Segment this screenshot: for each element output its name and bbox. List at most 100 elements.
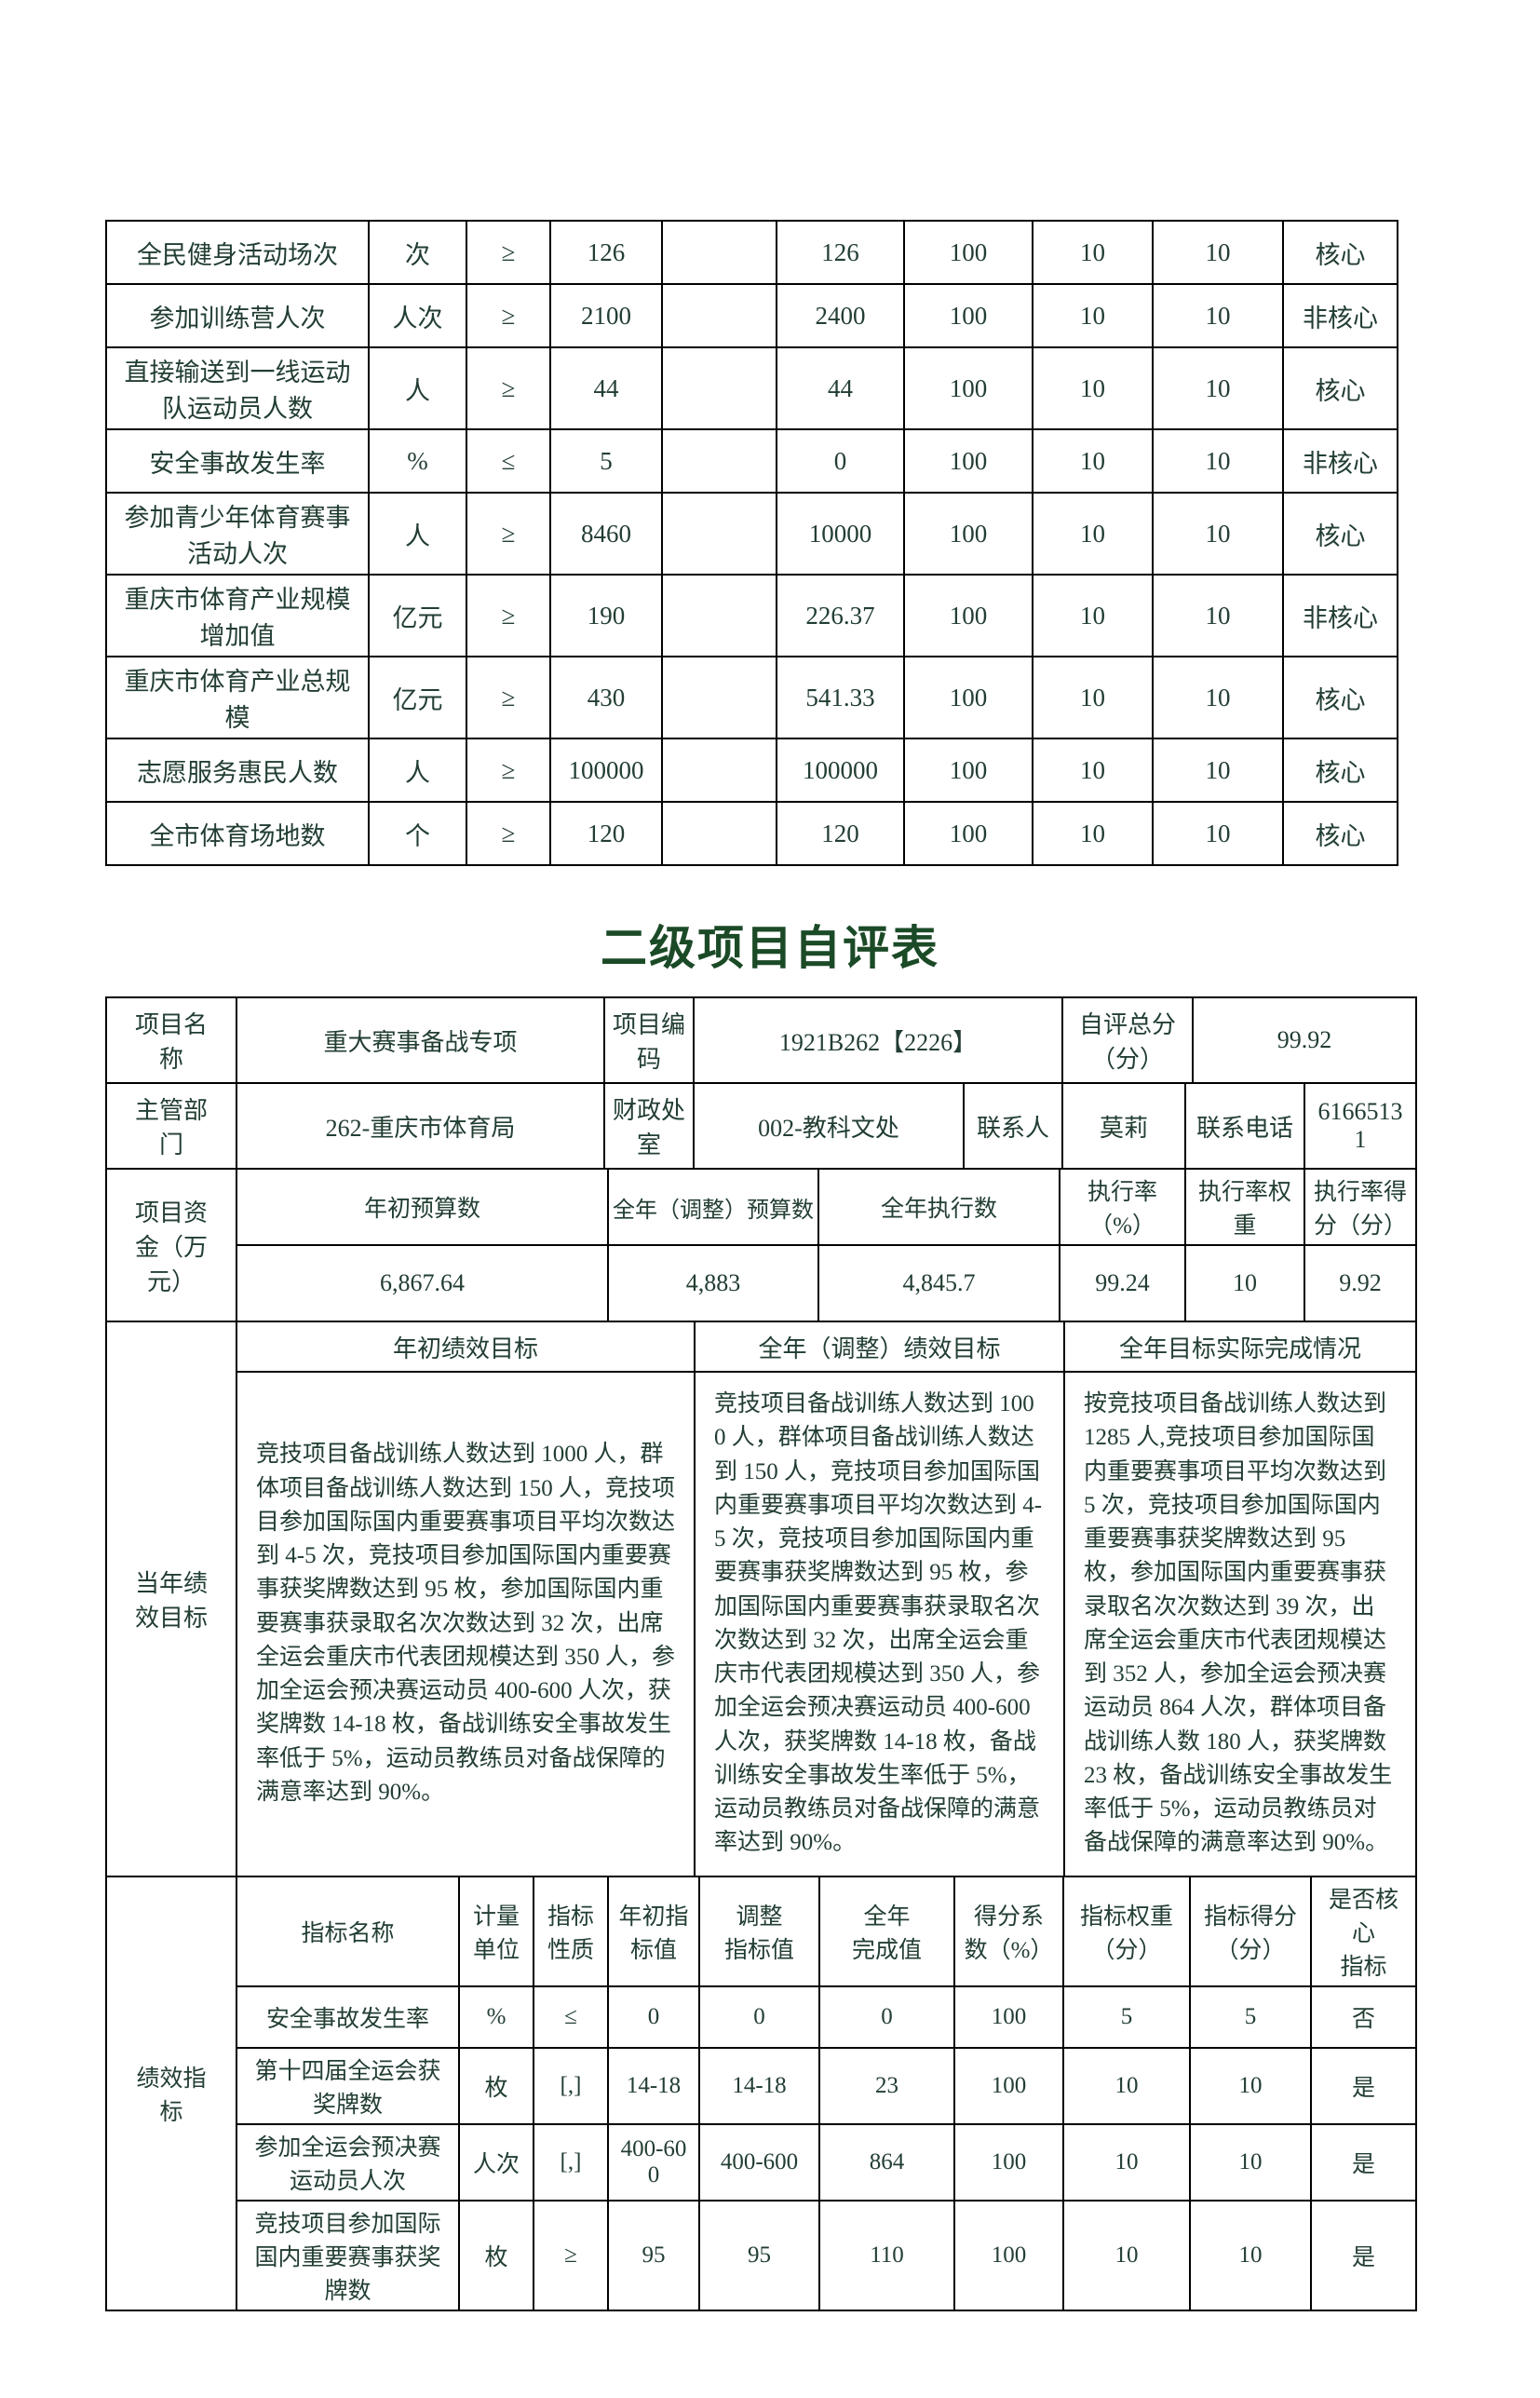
table-row: 重庆市体育产业总规模 亿元 ≥430 541.33 100 10 10 核心 xyxy=(105,656,1398,739)
top-cell-weight: 10 xyxy=(1032,574,1154,657)
top-cell-core: 核心 xyxy=(1282,801,1398,866)
phone-value: 61665131 xyxy=(1304,1082,1417,1170)
project-name-row: 项目名 称 重大赛事备战专项 项目编 码 1921B262【2226】 自评总分… xyxy=(105,996,1417,1084)
indicator-unit: % xyxy=(458,1985,534,2049)
indicator-score: 5 xyxy=(1189,1985,1312,2049)
department-info-table: 主管部 门 262-重庆市体育局 财政处 室 002-教科文处 联系人 莫莉 联… xyxy=(105,1082,1417,1170)
top-cell-score: 10 xyxy=(1152,574,1284,657)
top-cell-weight: 10 xyxy=(1032,428,1154,494)
top-cell-coefficient: 100 xyxy=(903,220,1033,285)
funds-initial-budget: 6,867.64 xyxy=(236,1244,609,1322)
table-row: 参加训练营人次 人次 ≥2100 2400 100 10 10 非核心 xyxy=(105,283,1398,348)
top-cell-score: 10 xyxy=(1152,220,1284,285)
top-cell-core: 核心 xyxy=(1282,738,1398,803)
top-cell-core: 核心 xyxy=(1282,220,1398,285)
contact-value: 莫莉 xyxy=(1061,1082,1186,1170)
top-cell-nature: ≥ xyxy=(466,346,551,430)
top-cell-core: 非核心 xyxy=(1282,574,1398,657)
project-name-value: 重大赛事备战专项 xyxy=(236,996,605,1084)
indicator-name: 参加全运会预决赛运动员人次 xyxy=(236,2122,460,2202)
top-cell-unit: 亿元 xyxy=(368,574,467,657)
table-row: 参加青少年体育赛事活动人次人 ≥8460 10000 100 10 10 核心 xyxy=(105,492,1398,576)
indicator-unit: 枚 xyxy=(458,2199,534,2311)
top-cell-adjusted xyxy=(661,801,777,866)
indicator-row: 第十四届全运会获奖牌数枚 [,] 14-18 14-18 23 100 10 10 是 xyxy=(106,2046,1417,2125)
self-evaluation-table: 项目名 称 重大赛事备战专项 项目编 码 1921B262【2226】 自评总分… xyxy=(105,996,1417,2311)
funds-value-row: 6,867.64 4,883 4,845.7 99.24 10 9.92 xyxy=(106,1244,1417,1322)
goals-table: 当年绩 效目标 年初绩效目标 全年（调整）绩效目标 全年目标实际完成情况 竞技项… xyxy=(105,1321,1417,1877)
top-cell-initial: 2100 xyxy=(549,283,663,348)
indicator-row: 竞技项目参加国际国内重要赛事获奖牌数枚 ≥95 95 110 100 10 10 是 xyxy=(106,2199,1417,2311)
department-row: 主管部 门 262-重庆市体育局 财政处 室 002-教科文处 联系人 莫莉 联… xyxy=(105,1082,1417,1170)
indicator-weight: 10 xyxy=(1062,2046,1191,2125)
table-row: 志愿服务惠民人数人 ≥100000 100000 100 10 10 核心 xyxy=(105,738,1398,803)
top-cell-core: 非核心 xyxy=(1282,283,1398,348)
indicator-row: 安全事故发生率% ≤0 0 0 100 5 5 否 xyxy=(106,1985,1417,2049)
self-score-value: 99.92 xyxy=(1192,996,1417,1084)
indicator-completed: 864 xyxy=(818,2122,955,2202)
indicator-name: 竞技项目参加国际国内重要赛事获奖牌数 xyxy=(236,2199,460,2311)
table-row: 全民健身活动场次次 ≥126 126 100 10 10 核心 xyxy=(105,220,1398,285)
top-cell-adjusted xyxy=(661,220,777,285)
indicator-core: 是 xyxy=(1310,2122,1417,2202)
finance-office-label: 财政处 室 xyxy=(603,1082,695,1170)
indicators-header-row: 绩效指 标 指标名称 计量 单位 指标 性质 年初指 标值 调整 指标值 全年 … xyxy=(105,1875,1417,2311)
indicator-weight: 5 xyxy=(1062,1985,1191,2049)
indicators-table: 绩效指 标 指标名称 计量 单位 指标 性质 年初指 标值 调整 指标值 全年 … xyxy=(105,1875,1417,2311)
top-cell-initial: 8460 xyxy=(549,492,663,576)
indicator-initial: 14-18 xyxy=(607,2046,700,2125)
top-cell-adjusted xyxy=(661,428,777,494)
top-cell-core: 核心 xyxy=(1282,492,1398,576)
project-name-label: 项目名 称 xyxy=(105,996,237,1084)
top-cell-core: 非核心 xyxy=(1282,428,1398,494)
indicators-header-adjusted: 调整 指标值 xyxy=(698,1875,820,1987)
top-cell-completed: 100000 xyxy=(776,738,905,803)
top-cell-score: 10 xyxy=(1152,738,1284,803)
indicator-core: 是 xyxy=(1310,2199,1417,2311)
department-label: 主管部 门 xyxy=(105,1082,237,1170)
indicator-adjusted: 95 xyxy=(698,2199,820,2311)
top-cell-completed: 226.37 xyxy=(776,574,905,657)
top-cell-adjusted xyxy=(661,738,777,803)
goals-text-row: 竞技项目备战训练人数达到 1000 人，群体项目备战训练人数达到 150 人，竞… xyxy=(106,1371,1417,1877)
top-cell-score: 10 xyxy=(1152,492,1284,576)
top-cell-initial: 430 xyxy=(549,656,663,739)
indicators-header-nature: 指标 性质 xyxy=(533,1875,609,1987)
indicator-unit: 人次 xyxy=(458,2122,534,2202)
top-cell-adjusted xyxy=(661,656,777,739)
top-cell-unit: 人次 xyxy=(368,283,467,348)
top-cell-nature: ≥ xyxy=(466,738,551,803)
indicator-core: 否 xyxy=(1310,1985,1417,2049)
indicator-score: 10 xyxy=(1189,2199,1312,2311)
carryover-table-section: 全民健身活动场次次 ≥126 126 100 10 10 核心 参加训练营人次 人次 ≥2100 2… xyxy=(105,220,1540,866)
funds-header-initial-budget: 年初预算数 xyxy=(236,1168,609,1246)
top-cell-coefficient: 100 xyxy=(903,492,1033,576)
indicators-header-weight: 指标权重 （分） xyxy=(1062,1875,1191,1987)
carryover-indicator-table: 全民健身活动场次次 ≥126 126 100 10 10 核心 参加训练营人次 人次 ≥2100 2… xyxy=(105,220,1398,866)
top-cell-adjusted xyxy=(661,346,777,430)
funds-exec-rate: 99.24 xyxy=(1059,1244,1186,1322)
top-cell-completed: 44 xyxy=(776,346,905,430)
top-cell-coefficient: 100 xyxy=(903,656,1033,739)
top-cell-unit: % xyxy=(368,428,467,494)
top-cell-weight: 10 xyxy=(1032,656,1154,739)
indicator-name: 安全事故发生率 xyxy=(236,1985,460,2049)
top-cell-unit: 人 xyxy=(368,738,467,803)
project-code-label: 项目编 码 xyxy=(603,996,695,1084)
top-cell-name: 参加训练营人次 xyxy=(105,283,370,348)
indicator-nature: [,] xyxy=(533,2122,609,2202)
indicators-header-unit: 计量 单位 xyxy=(458,1875,534,1987)
page-title: 二级项目自评表 xyxy=(601,922,939,974)
indicators-header-coefficient: 得分系 数（%） xyxy=(953,1875,1064,1987)
top-cell-score: 10 xyxy=(1152,346,1284,430)
goals-adjusted-text: 竞技项目备战训练人数达到 1000 人，群体项目备战训练人数达到 150 人，竞… xyxy=(694,1371,1065,1877)
top-cell-score: 10 xyxy=(1152,283,1284,348)
top-cell-score: 10 xyxy=(1152,656,1284,739)
top-cell-weight: 10 xyxy=(1032,738,1154,803)
top-cell-name: 直接输送到一线运动队运动员人数 xyxy=(105,346,370,430)
indicators-header-completed: 全年 完成值 xyxy=(818,1875,955,1987)
goals-label: 当年绩 效目标 xyxy=(105,1321,237,1877)
indicator-coefficient: 100 xyxy=(953,2046,1064,2125)
indicator-coefficient: 100 xyxy=(953,2199,1064,2311)
indicator-completed: 23 xyxy=(818,2046,955,2125)
